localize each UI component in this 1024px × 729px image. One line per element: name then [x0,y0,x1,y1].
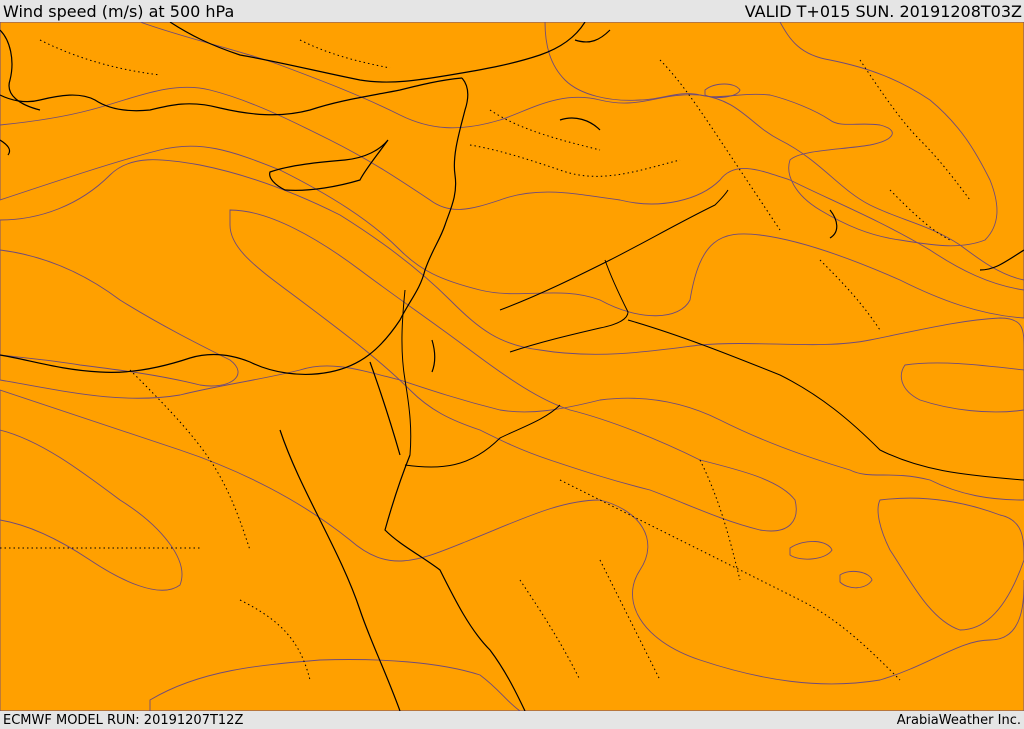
border-saudi-jordan-iraq [499,189,729,311]
band-high-sw [0,429,183,591]
valid-time: VALID T+015 SUN. 20191208T03Z [744,1,1022,21]
coastline-persian-gulf [829,209,1024,271]
coastline-aegean [0,29,41,156]
band-highest-blob-2 [839,570,873,589]
footer-bar: ECMWF MODEL RUN: 20191207T12Z ArabiaWeat… [0,711,1024,729]
coastline-turkey-south [0,77,463,116]
border-dotted-saudi [559,459,901,681]
coastline-caspian [559,29,611,131]
border-iraq-saudi [627,319,1024,481]
border-egypt-sudan-saudi [404,404,561,468]
band-highest-blob-1 [789,541,833,560]
border-dotted-iran [859,59,971,241]
header-bar: Wind speed (m/s) at 500 hPa VALID T+015 … [0,0,1024,22]
map-title: Wind speed (m/s) at 500 hPa [3,1,235,21]
band-mid-east [877,497,1024,631]
coastline-red-sea-east [384,454,526,711]
credit: ArabiaWeather Inc. [896,712,1021,728]
band-high-lower [0,389,1024,711]
band-mid-low-south [149,659,521,711]
border-jordan-saudi [509,259,629,353]
band-high-blob-east [900,362,1024,413]
coastline-dead-sea [431,339,436,373]
band-mid [0,22,1024,711]
border-dotted-turkey [39,39,391,76]
border-dotted-south [239,579,581,681]
coastline-red-sea-west [279,429,401,711]
coastline-gulf-of-suez [369,361,401,456]
coastline-black-sea [169,22,586,83]
model-run: ECMWF MODEL RUN: 20191207T12Z [3,712,244,728]
band-weakest-blob [704,83,741,98]
band-high-main [0,159,1024,501]
border-egypt-israel [401,289,412,456]
border-dotted-egypt [0,369,251,551]
band-highest-jet-2 [229,209,797,532]
band-weakest [544,22,998,247]
map-canvas [0,22,1024,711]
wind-speed-map[interactable] [0,22,1024,711]
band-weak [139,22,1024,281]
coastline-cyprus [269,139,389,191]
band-mid-low [0,22,1024,319]
border-dotted-syria [469,109,681,177]
band-low [0,22,1024,291]
border-dotted-iraq [659,59,881,331]
coastline-mediterranean [0,77,469,375]
band-highest-jet [0,249,239,387]
